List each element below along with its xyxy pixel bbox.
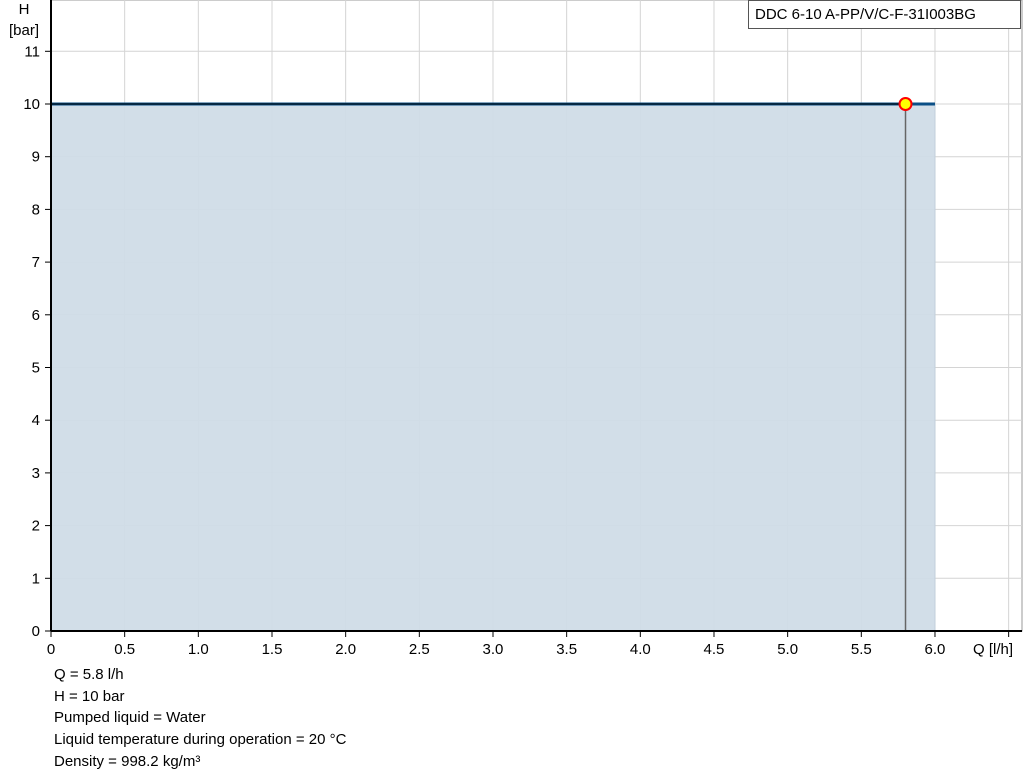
x-tick-label: 2.0 — [335, 641, 356, 658]
y-tick-label: 0 — [32, 623, 40, 640]
x-tick-label: 2.5 — [409, 641, 430, 658]
info-density: Density = 998.2 kg/m³ — [54, 752, 201, 770]
x-tick-label: 6.0 — [925, 641, 946, 658]
x-tick-label: 1.5 — [262, 641, 283, 658]
x-tick-label: 4.0 — [630, 641, 651, 658]
y-tick-label: 1 — [32, 570, 40, 587]
x-tick-label: 5.0 — [777, 641, 798, 658]
y-tick-label: 8 — [32, 201, 40, 218]
x-tick-label: 3.0 — [483, 641, 504, 658]
info-temperature: Liquid temperature during operation = 20… — [54, 731, 347, 749]
y-tick-label: 2 — [32, 518, 40, 535]
x-tick-label: 3.5 — [556, 641, 577, 658]
y-tick-label: 6 — [32, 307, 40, 324]
y-axis-label: H — [19, 1, 30, 18]
x-tick-label: 0 — [47, 641, 55, 658]
y-tick-label: 11 — [24, 43, 40, 60]
y-tick-label: 9 — [32, 149, 40, 166]
y-tick-label: 3 — [32, 465, 40, 482]
x-axis-label: Q [l/h] — [973, 641, 1013, 658]
y-tick-label: 4 — [32, 412, 40, 429]
x-tick-label: 5.5 — [851, 641, 872, 658]
info-flow: Q = 5.8 l/h — [54, 666, 124, 683]
x-tick-label: 4.5 — [704, 641, 725, 658]
y-tick-label: 10 — [23, 96, 40, 113]
x-tick-label: 0.5 — [114, 641, 135, 658]
x-tick-label: 1.0 — [188, 641, 209, 658]
curve-area-fill — [51, 104, 935, 631]
info-liquid: Pumped liquid = Water — [54, 709, 206, 727]
info-head: H = 10 bar — [54, 687, 125, 705]
operating-point-marker — [898, 97, 913, 111]
y-tick-label: 7 — [32, 254, 40, 271]
legend-product-name: DDC 6-10 A-PP/V/C-F-31I003BG — [748, 0, 1021, 29]
operating-info: Q = 5.8 l/h H = 10 bar Pumped liquid = W… — [54, 664, 346, 773]
y-tick-label: 5 — [32, 360, 40, 377]
y-axis-unit: [bar] — [9, 22, 39, 39]
